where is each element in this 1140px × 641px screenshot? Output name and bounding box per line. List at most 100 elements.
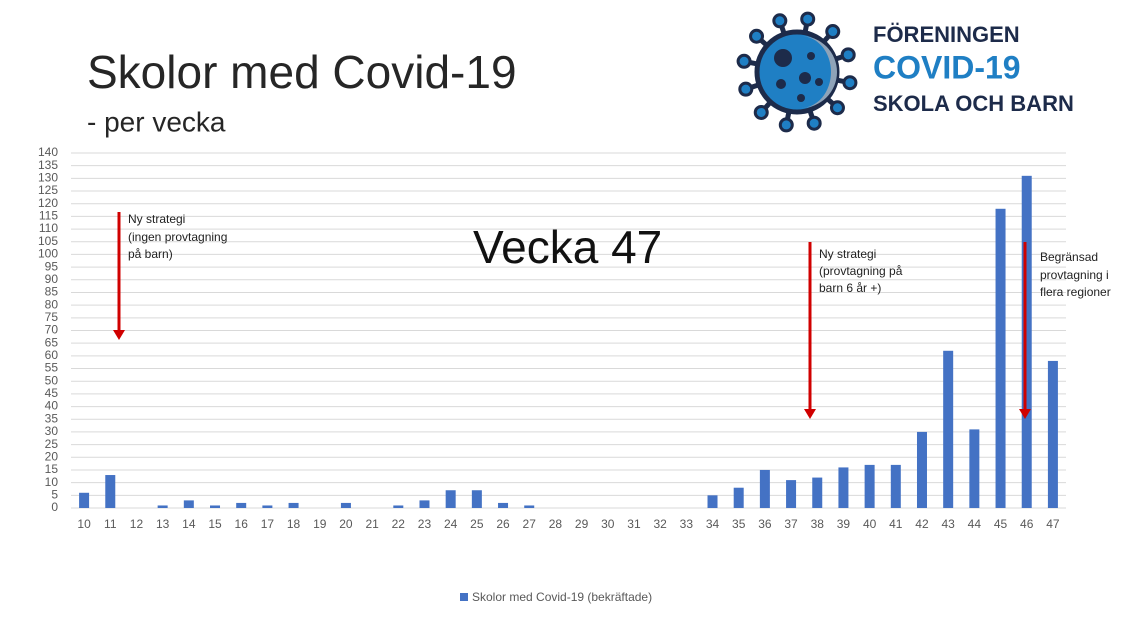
y-tick-label: 85 bbox=[45, 285, 59, 299]
x-tick-label: 46 bbox=[1020, 517, 1034, 531]
bar bbox=[79, 492, 90, 508]
x-tick-label: 28 bbox=[549, 517, 563, 531]
bar bbox=[288, 502, 299, 508]
x-tick-label: 43 bbox=[941, 517, 955, 531]
y-tick-label: 140 bbox=[38, 145, 58, 159]
bar bbox=[210, 505, 221, 508]
y-tick-label: 0 bbox=[51, 500, 58, 514]
bar bbox=[786, 480, 797, 508]
virus-shade bbox=[801, 36, 837, 108]
annotation: Ny strategi (provtagning på barn 6 år +) bbox=[804, 242, 903, 419]
x-tick-label: 44 bbox=[968, 517, 982, 531]
bar bbox=[393, 505, 404, 508]
x-tick-label: 37 bbox=[784, 517, 798, 531]
x-tick-label: 33 bbox=[680, 517, 694, 531]
bar bbox=[864, 464, 875, 508]
virus-spot bbox=[815, 78, 823, 86]
bar bbox=[1047, 360, 1058, 508]
legend: Skolor med Covid-19 (bekräftade) bbox=[460, 590, 652, 604]
bar bbox=[733, 487, 744, 508]
bar bbox=[890, 464, 901, 508]
virus-spot bbox=[776, 79, 786, 89]
x-tick-label: 22 bbox=[392, 517, 406, 531]
x-tick-label: 40 bbox=[863, 517, 877, 531]
y-tick-label: 25 bbox=[45, 437, 59, 451]
bar bbox=[943, 350, 954, 508]
x-tick-label: 23 bbox=[418, 517, 432, 531]
y-tick-label: 105 bbox=[38, 234, 58, 248]
x-tick-label: 41 bbox=[889, 517, 903, 531]
x-tick-label: 25 bbox=[470, 517, 484, 531]
virus-spot bbox=[807, 52, 815, 60]
annotation-line: Begränsad bbox=[1040, 250, 1098, 264]
bar bbox=[759, 469, 770, 508]
virus-knob bbox=[806, 115, 822, 131]
x-tick-label: 12 bbox=[130, 517, 144, 531]
x-tick-label: 30 bbox=[601, 517, 615, 531]
bar bbox=[838, 467, 849, 508]
x-tick-label: 19 bbox=[313, 517, 327, 531]
x-tick-label: 34 bbox=[706, 517, 720, 531]
virus-knob bbox=[749, 28, 765, 44]
x-tick-label: 39 bbox=[837, 517, 851, 531]
bar bbox=[471, 490, 482, 508]
x-tick-label: 13 bbox=[156, 517, 170, 531]
logo-text: FÖRENINGEN bbox=[873, 22, 1020, 47]
virus-spot bbox=[797, 94, 805, 102]
legend-swatch bbox=[460, 593, 468, 601]
x-tick-label: 31 bbox=[627, 517, 641, 531]
bar bbox=[105, 475, 116, 508]
y-tick-label: 125 bbox=[38, 183, 58, 197]
grid: 0510152025303540455055606570758085909510… bbox=[38, 145, 1066, 514]
bar bbox=[445, 490, 456, 508]
virus-knob bbox=[829, 100, 845, 116]
y-tick-label: 50 bbox=[45, 373, 59, 387]
bar bbox=[183, 500, 194, 508]
x-tick-label: 16 bbox=[235, 517, 249, 531]
virus-knob bbox=[738, 81, 754, 97]
x-tick-label: 47 bbox=[1046, 517, 1060, 531]
x-tick-label: 45 bbox=[994, 517, 1008, 531]
virus-knob bbox=[778, 117, 794, 133]
highlight-label: Vecka 47 bbox=[473, 221, 662, 273]
annotation-line: barn 6 år +) bbox=[819, 281, 881, 295]
y-tick-label: 100 bbox=[38, 247, 58, 261]
x-tick-label: 26 bbox=[496, 517, 510, 531]
virus-body bbox=[754, 29, 840, 115]
virus-spot bbox=[774, 49, 792, 67]
y-tick-label: 70 bbox=[45, 323, 59, 337]
chart-subtitle: - per vecka bbox=[87, 106, 226, 137]
annotation-line: provtagning i bbox=[1040, 268, 1109, 282]
logo: FÖRENINGEN COVID-19 SKOLA OCH BARN bbox=[736, 11, 1074, 133]
x-tick-label: 24 bbox=[444, 517, 458, 531]
x-tick-label: 35 bbox=[732, 517, 746, 531]
annotation-arrowhead bbox=[1019, 409, 1031, 419]
y-tick-label: 115 bbox=[39, 209, 58, 223]
virus-knob bbox=[842, 75, 858, 91]
logo-text: SKOLA OCH BARN bbox=[873, 91, 1074, 116]
y-tick-label: 90 bbox=[45, 272, 59, 286]
virus-spot bbox=[799, 72, 811, 84]
annotation: Ny strategi (ingen provtagning på barn) bbox=[113, 212, 227, 340]
y-tick-label: 20 bbox=[45, 449, 59, 463]
annotation-text: Begränsad provtagning i flera regioner bbox=[1040, 250, 1112, 299]
virus-knob bbox=[736, 53, 752, 69]
y-tick-label: 5 bbox=[51, 487, 58, 501]
legend-label: Skolor med Covid-19 (bekräftade) bbox=[472, 590, 652, 604]
annotation-arrowhead bbox=[113, 330, 125, 340]
bar bbox=[236, 502, 247, 508]
annotation-arrowhead bbox=[804, 409, 816, 419]
bar bbox=[498, 502, 509, 508]
bar bbox=[707, 495, 718, 508]
virus-knob bbox=[840, 47, 856, 63]
x-tick-label: 17 bbox=[261, 517, 275, 531]
logo-text: COVID-19 bbox=[873, 49, 1021, 85]
annotation: Begränsad provtagning i flera regioner bbox=[1040, 250, 1112, 299]
annotation-line: (ingen provtagning bbox=[128, 230, 227, 244]
y-tick-label: 10 bbox=[45, 475, 59, 489]
virus-knob bbox=[753, 104, 769, 120]
y-tick-label: 15 bbox=[45, 462, 59, 476]
bar bbox=[969, 429, 980, 508]
y-tick-label: 35 bbox=[45, 411, 59, 425]
